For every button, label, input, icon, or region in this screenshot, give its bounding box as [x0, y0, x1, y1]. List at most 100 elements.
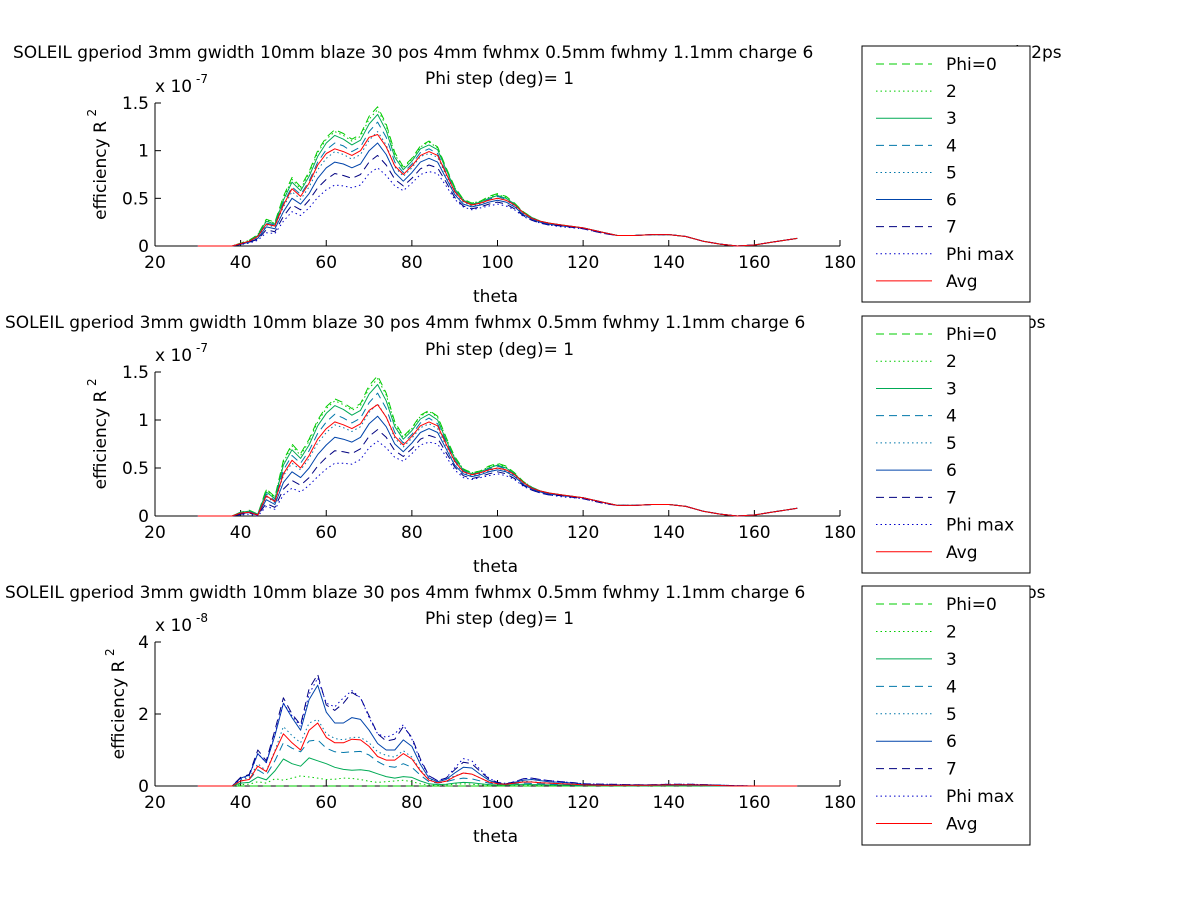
legend-entry: 7 [946, 488, 957, 508]
legend-entry: 2 [946, 352, 957, 372]
legend-box [861, 585, 1031, 846]
legend-entry: 5 [946, 434, 957, 454]
y-tick-label: 0 [138, 777, 149, 797]
axis-exponent-base: x 10 [155, 346, 192, 366]
legend-entry: 5 [946, 705, 957, 725]
legend-entry: 3 [946, 109, 957, 129]
y-axis-label-group: efficiency R 2 [103, 648, 129, 759]
x-tick-label: 100 [481, 523, 513, 543]
legend-entry: 4 [946, 136, 957, 156]
x-tick-label: 80 [401, 523, 423, 543]
axis-exponent-power: -8 [196, 611, 208, 625]
series-line-2 [197, 775, 798, 787]
series-line-3 [197, 384, 798, 517]
legend-entry: Avg [946, 272, 978, 292]
legend: Phi=0 2 3 4 5 6 7 Phi max Avg [861, 585, 1031, 846]
series-line-5 [197, 718, 798, 787]
axis-exponent-power: -7 [196, 341, 208, 355]
axis-exponent-power: -7 [196, 72, 208, 86]
series-line-avg [197, 134, 798, 247]
legend-entry: Phi max [946, 787, 1014, 807]
chart-subtitle: Phi step (deg)= 1 [425, 69, 574, 89]
legend-box [861, 45, 1031, 303]
legend: Phi=0 2 3 4 5 6 7 Phi max Avg [861, 315, 1031, 574]
y-axis-label: efficiency R [91, 121, 111, 220]
x-tick-label: 180 [824, 253, 856, 273]
x-tick-label: 40 [230, 793, 252, 813]
legend-entry: 4 [946, 407, 957, 427]
y-axis-label-sup: 2 [85, 378, 99, 386]
series-line-phi-0 [197, 106, 798, 247]
series-line-phi-max [197, 440, 798, 517]
x-tick-label: 20 [144, 253, 166, 273]
chart-subtitle: Phi step (deg)= 1 [425, 340, 574, 360]
x-tick-label: 20 [144, 793, 166, 813]
y-axis-label: efficiency R [91, 390, 111, 489]
legend-entry: 3 [946, 379, 957, 399]
chart-title: SOLEIL gperiod 3mm gwidth 10mm blaze 30 … [5, 583, 805, 603]
x-tick-label: 80 [401, 793, 423, 813]
legend-entry: 3 [946, 650, 957, 670]
x-tick-label: 120 [567, 793, 599, 813]
series-line-avg [197, 404, 798, 517]
x-tick-label: 180 [824, 793, 856, 813]
x-axis-label: theta [473, 557, 518, 577]
y-tick-label: 2 [138, 705, 149, 725]
legend-entry: Phi=0 [946, 595, 997, 615]
legend-entry: Phi max [946, 245, 1014, 265]
legend-entry: 7 [946, 218, 957, 238]
y-tick-label: 0.5 [122, 189, 149, 209]
legend: Phi=0 2 3 4 5 6 7 Phi max Avg [861, 45, 1031, 303]
series-line-6 [197, 684, 798, 787]
x-axis-label: theta [473, 287, 518, 307]
chart-subtitle: Phi step (deg)= 1 [425, 609, 574, 629]
y-axis-label-group: efficiency R 2 [85, 378, 111, 489]
series-line-phi-max [197, 677, 798, 787]
y-axis-label: efficiency R [109, 660, 129, 759]
panel-3: 20 40 60 80 100 120 140 160 180 0 2 4 x 10 -8 theta eff… [5, 583, 1046, 847]
y-tick-label: 0 [138, 507, 149, 527]
x-tick-label: 60 [315, 793, 337, 813]
y-axis-label-sup: 2 [85, 109, 99, 117]
x-tick-label: 140 [653, 793, 685, 813]
series-line-3 [197, 113, 798, 247]
axis-exponent-base: x 10 [155, 616, 192, 636]
series-line-7 [197, 154, 798, 247]
chart-title: SOLEIL gperiod 3mm gwidth 10mm blaze 30 … [5, 313, 805, 333]
series-line-7 [197, 429, 798, 517]
y-axis-label-sup: 2 [103, 648, 117, 656]
series-line-7 [197, 673, 798, 787]
series-line-4 [197, 121, 798, 247]
series-line-4 [197, 392, 798, 517]
series-line-4 [197, 739, 798, 787]
y-tick-label: 1.5 [122, 363, 149, 383]
series-line-phi-0 [197, 375, 798, 517]
x-tick-label: 20 [144, 523, 166, 543]
legend-entry: 7 [946, 760, 957, 780]
x-tick-label: 60 [315, 253, 337, 273]
axis-exponent-base: x 10 [155, 77, 192, 97]
legend-entry: 6 [946, 461, 957, 481]
legend-entry: Phi=0 [946, 55, 997, 75]
x-tick-label: 140 [653, 253, 685, 273]
x-tick-label: 40 [230, 253, 252, 273]
legend-entry: Avg [946, 543, 978, 563]
x-axis-label: theta [473, 827, 518, 847]
x-tick-label: 160 [738, 253, 770, 273]
x-tick-label: 80 [401, 253, 423, 273]
x-tick-label: 140 [653, 523, 685, 543]
x-tick-label: 120 [567, 523, 599, 543]
legend-entry: 4 [946, 677, 957, 697]
y-tick-label: 1 [138, 142, 149, 162]
x-tick-label: 40 [230, 523, 252, 543]
legend-entry: Avg [946, 815, 978, 835]
legend-entry: Phi max [946, 516, 1014, 536]
y-tick-label: 1.5 [122, 94, 149, 114]
legend-entry: 2 [946, 622, 957, 642]
legend-entry: 5 [946, 163, 957, 183]
panel-1: 20 40 60 80 100 120 140 160 180 0 0.5 1 1.5 x 10 -7 the… [13, 43, 1062, 307]
y-tick-label: 4 [138, 633, 149, 653]
x-tick-label: 120 [567, 253, 599, 273]
legend-entry: 6 [946, 732, 957, 752]
